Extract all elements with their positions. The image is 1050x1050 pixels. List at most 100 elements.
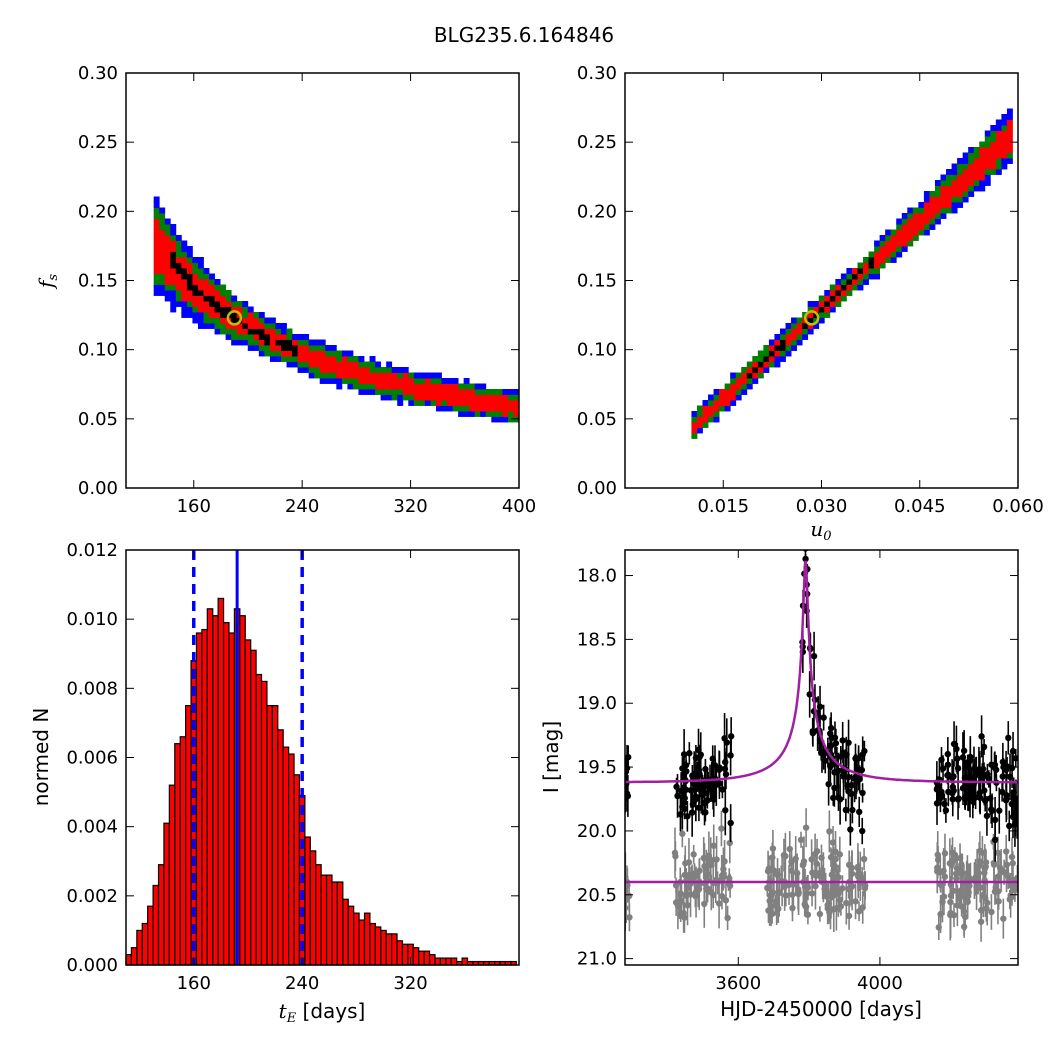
heatmap-cell <box>741 372 748 379</box>
data-point <box>964 898 971 906</box>
heatmap-cell <box>203 268 210 274</box>
heatmap-cell <box>912 207 919 214</box>
heatmap-cell <box>951 207 958 214</box>
heatmap-cell <box>164 284 171 291</box>
data-point <box>959 870 966 877</box>
heatmap-cell <box>791 317 797 324</box>
histogram-xlabel: tE [days] <box>279 999 366 1026</box>
heatmap-cell <box>752 367 759 373</box>
heatmap-cell <box>347 383 354 390</box>
data-point <box>810 652 818 660</box>
heatmap-cell <box>995 152 1002 159</box>
heatmap-cell <box>829 295 836 302</box>
heatmap-cell <box>791 334 797 340</box>
heatmap-cell <box>170 240 177 247</box>
heatmap-cell <box>463 394 470 401</box>
heatmap-cell <box>485 400 492 406</box>
heatmap-cell <box>220 328 227 335</box>
histogram-bar <box>157 864 165 966</box>
heatmap-cell <box>192 262 199 269</box>
heatmap-cell <box>192 317 199 324</box>
data-point <box>835 767 842 774</box>
heatmap-cell <box>325 356 332 362</box>
heatmap-cell <box>813 323 820 329</box>
heatmap-cell <box>186 284 193 291</box>
heatmap-cell <box>264 317 271 324</box>
heatmap-cell <box>159 246 166 252</box>
heatmap-cell <box>874 246 881 252</box>
data-point <box>802 903 810 910</box>
histogram-bar <box>168 784 176 966</box>
heatmap-cell <box>901 235 908 241</box>
p1-ytick-label: 0.05 <box>78 409 118 430</box>
heatmap-cell <box>231 323 238 329</box>
heatmap-cell <box>452 378 459 384</box>
heatmap-cell <box>896 235 903 241</box>
heatmap-cell <box>214 279 221 285</box>
heatmap-cell <box>968 147 975 153</box>
p3-ytick-label: 0.004 <box>66 817 118 838</box>
data-point <box>701 863 708 870</box>
heatmap-cell <box>269 317 276 324</box>
p2-xtick-label: 0.015 <box>697 496 749 517</box>
heatmap-cell <box>502 394 509 401</box>
histogram-bar <box>212 615 219 966</box>
heatmap-cell <box>480 400 487 406</box>
heatmap-cell <box>264 323 271 329</box>
heatmap-cell <box>214 328 221 335</box>
heatmap-cell <box>934 196 941 203</box>
heatmap-cell <box>247 345 254 351</box>
heatmap-cell <box>347 367 354 373</box>
heatmap-cell <box>857 284 864 291</box>
data-point <box>727 819 734 827</box>
heatmap-cell <box>796 323 803 329</box>
heatmap-cell <box>170 262 177 269</box>
heatmap-cell <box>159 279 166 285</box>
heatmap-cell <box>890 246 897 252</box>
heatmap-cell <box>314 361 321 368</box>
heatmap-cell <box>164 257 171 263</box>
heatmap-cell <box>469 411 476 417</box>
data-point <box>958 903 965 910</box>
heatmap-cell <box>990 152 997 159</box>
heatmap-cell <box>435 400 442 406</box>
heatmap-cell <box>236 328 243 335</box>
heatmap-cell <box>885 229 892 236</box>
data-point <box>691 870 698 877</box>
heatmap-cell <box>824 290 831 296</box>
heatmap-cell <box>203 290 210 296</box>
heatmap-cell <box>297 356 304 362</box>
data-point <box>812 882 819 890</box>
heatmap-cell <box>990 147 997 153</box>
heatmap-cell <box>220 284 227 291</box>
heatmap-cell <box>491 389 498 395</box>
data-point <box>979 765 987 773</box>
heatmap-cell <box>181 301 188 307</box>
heatmap-cell <box>264 328 271 335</box>
heatmap-cell <box>962 152 969 159</box>
heatmap-cell <box>957 169 964 175</box>
data-point <box>944 772 951 779</box>
heatmap-cell <box>364 361 370 368</box>
heatmap-cell <box>275 350 282 357</box>
heatmap-cell <box>341 356 348 362</box>
heatmap-cell <box>791 323 797 329</box>
panel-tE-fs-ticks: 160 240 320 400 0.00 0.05 0.10 0.15 0.20 0.25 0.30 <box>78 63 536 517</box>
heatmap-cell <box>181 290 188 296</box>
heatmap-cell <box>979 169 986 175</box>
heatmap-cell <box>341 361 348 368</box>
heatmap-cell <box>209 317 215 324</box>
data-point <box>715 900 723 907</box>
heatmap-cell <box>968 158 975 164</box>
data-point <box>698 781 706 789</box>
data-point <box>852 898 859 905</box>
data-point <box>764 884 771 892</box>
heatmap-cell <box>785 350 792 357</box>
heatmap-cell <box>757 372 764 379</box>
data-point <box>1006 822 1013 830</box>
heatmap-cell <box>435 389 442 395</box>
p2-ytick-label: 0.05 <box>577 409 617 430</box>
heatmap-cell <box>696 416 703 423</box>
heatmap-cell <box>901 213 908 219</box>
heatmap-cell <box>768 339 775 346</box>
